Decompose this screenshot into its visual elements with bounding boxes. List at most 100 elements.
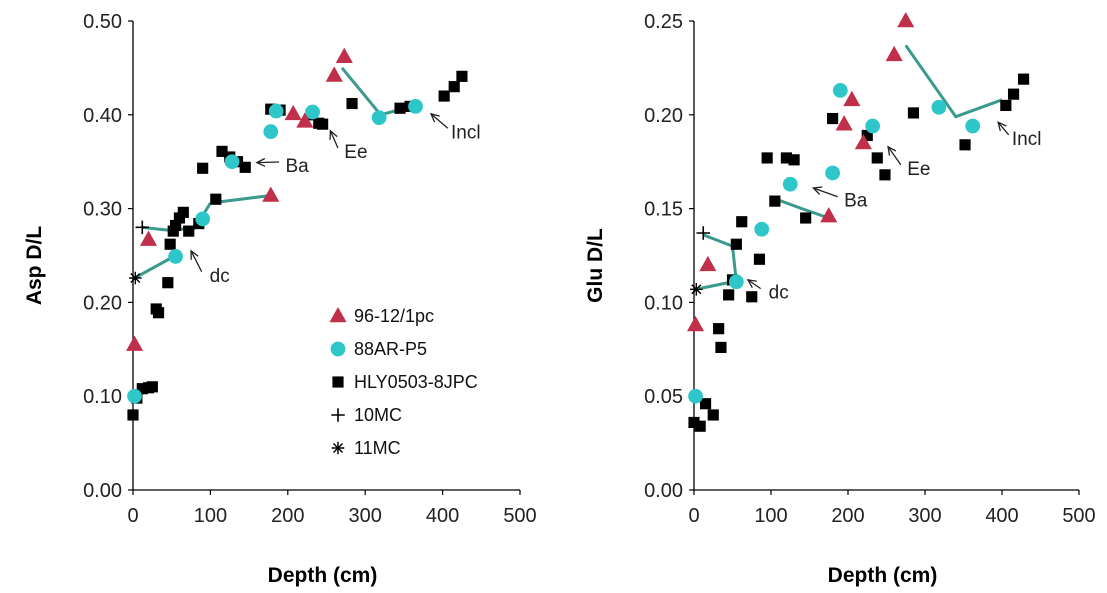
marker-88ar-p5 — [688, 388, 703, 404]
legend-marker-hly0503-8jpc — [332, 376, 344, 388]
legend-label: 88AR-P5 — [354, 339, 427, 359]
marker-hly0503-8jpc — [688, 416, 700, 429]
marker-hly0503-8jpc — [761, 152, 773, 164]
annotation-arrow — [256, 161, 280, 164]
x-tick-label: 300 — [908, 505, 941, 527]
y-tick-label: 0.10 — [83, 386, 122, 408]
y-axis-title: Asp D/L — [23, 226, 46, 306]
trend-line — [770, 195, 830, 220]
y-tick-label: 0.05 — [644, 386, 683, 408]
legend-marker-96-12-1pc — [329, 307, 347, 323]
y-tick-label: 0.20 — [644, 105, 683, 127]
marker-hly0503-8jpc — [177, 206, 189, 218]
marker-11mc — [690, 282, 703, 296]
annotation-arrow — [887, 146, 902, 166]
annotation-label: Incl — [1012, 129, 1042, 150]
annotation-label: dc — [769, 283, 789, 304]
marker-88ar-p5 — [832, 83, 848, 98]
annotation-label: dc — [210, 266, 230, 287]
marker-hly0503-8jpc — [239, 161, 251, 173]
marker-hly0503-8jpc — [907, 107, 920, 119]
marker-10mc — [135, 220, 150, 235]
legend-label: 10MC — [354, 405, 402, 425]
marker-96-12-1pc — [139, 230, 158, 246]
y-tick-label: 0.00 — [83, 480, 122, 502]
marker-hly0503-8jpc — [438, 90, 450, 102]
annotation-arrow — [747, 279, 762, 290]
x-tick-label: 400 — [426, 505, 459, 527]
annotation-arrowhead — [429, 112, 440, 123]
marker-hly0503-8jpc — [1000, 99, 1012, 111]
x-tick-label: 0 — [688, 505, 699, 527]
marker-96-12-1pc — [835, 115, 853, 131]
marker-88ar-p5 — [371, 110, 387, 125]
marker-hly0503-8jpc — [167, 225, 179, 237]
annotation-label: Ee — [907, 159, 930, 180]
marker-96-12-1pc — [885, 45, 903, 62]
asp-chart: 0.00 0.10 0.20 0.30 0.40 0.50 0 100 200 300 400 500… — [23, 11, 537, 587]
x-tick-label: 500 — [503, 505, 536, 527]
trend-line — [133, 254, 177, 280]
marker-hly0503-8jpc — [736, 216, 748, 228]
marker-96-12-1pc — [284, 104, 302, 121]
marker-hly0503-8jpc — [152, 307, 165, 319]
y-tick-label: 0.25 — [644, 11, 683, 33]
x-tick-label: 200 — [271, 505, 304, 527]
marker-hly0503-8jpc — [183, 225, 195, 237]
marker-hly0503-8jpc — [346, 97, 358, 110]
x-tick-label: 200 — [831, 505, 864, 527]
y-tick-label: 0.10 — [644, 292, 683, 314]
x-tick-label: 500 — [1062, 505, 1095, 527]
y-tick-label: 0.15 — [644, 199, 683, 221]
marker-hly0503-8jpc — [723, 289, 735, 301]
marker-hly0503-8jpc — [715, 341, 727, 354]
marker-96-12-1pc — [897, 12, 915, 28]
marker-96-12-1pc — [325, 66, 343, 82]
marker-88ar-p5 — [127, 388, 142, 404]
marker-hly0503-8jpc — [162, 277, 174, 289]
legend-marker-88ar-p5 — [330, 341, 346, 357]
x-tick-label: 400 — [985, 505, 1018, 527]
marker-88ar-p5 — [263, 124, 279, 140]
marker-hly0503-8jpc — [713, 323, 725, 335]
annotation-arrowhead — [190, 249, 199, 260]
y-tick-label: 0.00 — [644, 480, 683, 502]
annotation-arrowhead — [329, 129, 338, 140]
marker-88ar-p5 — [168, 249, 183, 264]
marker-hly0503-8jpc — [861, 129, 873, 142]
marker-hly0503-8jpc — [210, 193, 222, 205]
y-tick-label: 0.40 — [83, 105, 122, 127]
x-tick-label: 0 — [127, 505, 138, 527]
marker-hly0503-8jpc — [871, 152, 883, 164]
marker-96-12-1pc — [125, 335, 144, 351]
marker-hly0503-8jpc — [753, 253, 766, 265]
annotation-arrowhead — [255, 157, 266, 167]
marker-96-12-1pc — [843, 90, 861, 107]
annotation-arrow — [430, 113, 449, 129]
marker-hly0503-8jpc — [800, 212, 812, 224]
marker-hly0503-8jpc — [127, 409, 139, 421]
marker-88ar-p5 — [268, 103, 284, 119]
x-tick-label: 300 — [349, 505, 382, 527]
marker-88ar-p5 — [408, 98, 423, 114]
marker-96-12-1pc — [335, 47, 353, 63]
marker-hly0503-8jpc — [317, 118, 329, 130]
marker-hly0503-8jpc — [694, 420, 706, 432]
legend-marker-10mc — [331, 408, 345, 422]
y-tick-label: 0.30 — [83, 199, 122, 221]
marker-88ar-p5 — [224, 154, 240, 170]
marker-hly0503-8jpc — [788, 154, 800, 166]
legend-marker-11mc — [331, 441, 345, 455]
marker-hly0503-8jpc — [448, 81, 460, 93]
legend-label: 11MC — [354, 438, 401, 458]
x-tick-label: 100 — [194, 505, 227, 527]
marker-hly0503-8jpc — [216, 145, 228, 157]
marker-hly0503-8jpc — [169, 219, 182, 232]
marker-hly0503-8jpc — [164, 238, 176, 250]
marker-hly0503-8jpc — [699, 398, 712, 410]
trend-line — [904, 44, 1003, 119]
marker-hly0503-8jpc — [394, 102, 406, 114]
annotation-arrowhead — [997, 121, 1007, 132]
marker-hly0503-8jpc — [136, 383, 148, 395]
marker-88ar-p5 — [728, 274, 744, 290]
